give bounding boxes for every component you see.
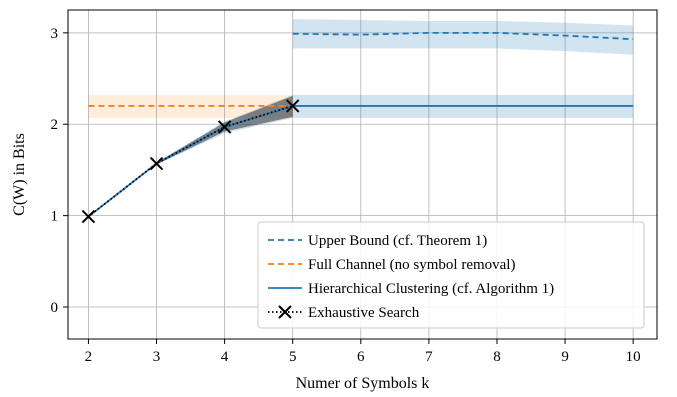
x-tick-label-9: 9	[561, 349, 569, 365]
x-tick-label-8: 8	[493, 349, 501, 365]
x-tick-label-2: 2	[85, 349, 93, 365]
x-tick-label-4: 4	[221, 349, 229, 365]
y-tick-label-3: 3	[51, 26, 59, 42]
legend: Upper Bound (cf. Theorem 1) Full Channel …	[257, 221, 645, 329]
upper-bound-cf-theorem-1-band	[292, 19, 634, 55]
x-tick-label-6: 6	[357, 349, 365, 365]
y-tick-label-0: 0	[51, 300, 59, 316]
x-tick-label-10: 10	[626, 349, 641, 365]
exhaustive-search-marker-3	[149, 156, 164, 171]
y-tick-label-1: 1	[51, 209, 59, 225]
hierarchical-clustering-cf-algorithm-1-legend-label: Hierarchical Clustering (cf. Algorithm 1…	[308, 281, 554, 297]
legend-marker-stroke-b	[278, 305, 292, 319]
marker-stroke-b	[217, 120, 232, 134]
exhaustive-search-band	[88, 95, 293, 217]
full-channel-no-symbol-removal-legend-label: Full Channel (no symbol removal)	[308, 257, 515, 273]
y-axis-label: C(W) in Bits	[11, 133, 28, 216]
x-axis-ticks: 2 3 4 5 6 7 8 9 10	[85, 339, 641, 365]
x-axis-label: Numer of Symbols k	[296, 375, 430, 392]
x-tick-label-7: 7	[425, 349, 433, 365]
exhaustive-search-legend-label: Exhaustive Search	[308, 305, 420, 321]
series-markers	[81, 99, 300, 224]
plot-frame	[67, 9, 658, 340]
exhaustive-search-marker-5	[285, 99, 300, 113]
marker-stroke-b	[285, 99, 300, 113]
exhaustive-search-marker-4	[217, 120, 232, 134]
series-lines	[87, 31, 634, 218]
marker-stroke-b	[81, 209, 96, 224]
exhaustive-search-line	[87, 105, 293, 218]
upper-bound-cf-theorem-1-legend-label: Upper Bound (cf. Theorem 1)	[308, 233, 487, 249]
x-tick-label-3: 3	[153, 349, 161, 365]
exhaustive-search-marker-2	[81, 209, 96, 224]
y-tick-label-2: 2	[51, 117, 59, 133]
legend-box	[257, 221, 645, 329]
upper-bound-cf-theorem-1-line	[292, 31, 634, 41]
marker-stroke-b	[149, 156, 164, 171]
x-tick-label-5: 5	[289, 349, 297, 365]
y-axis-ticks: 0 1 2 3	[51, 26, 68, 316]
